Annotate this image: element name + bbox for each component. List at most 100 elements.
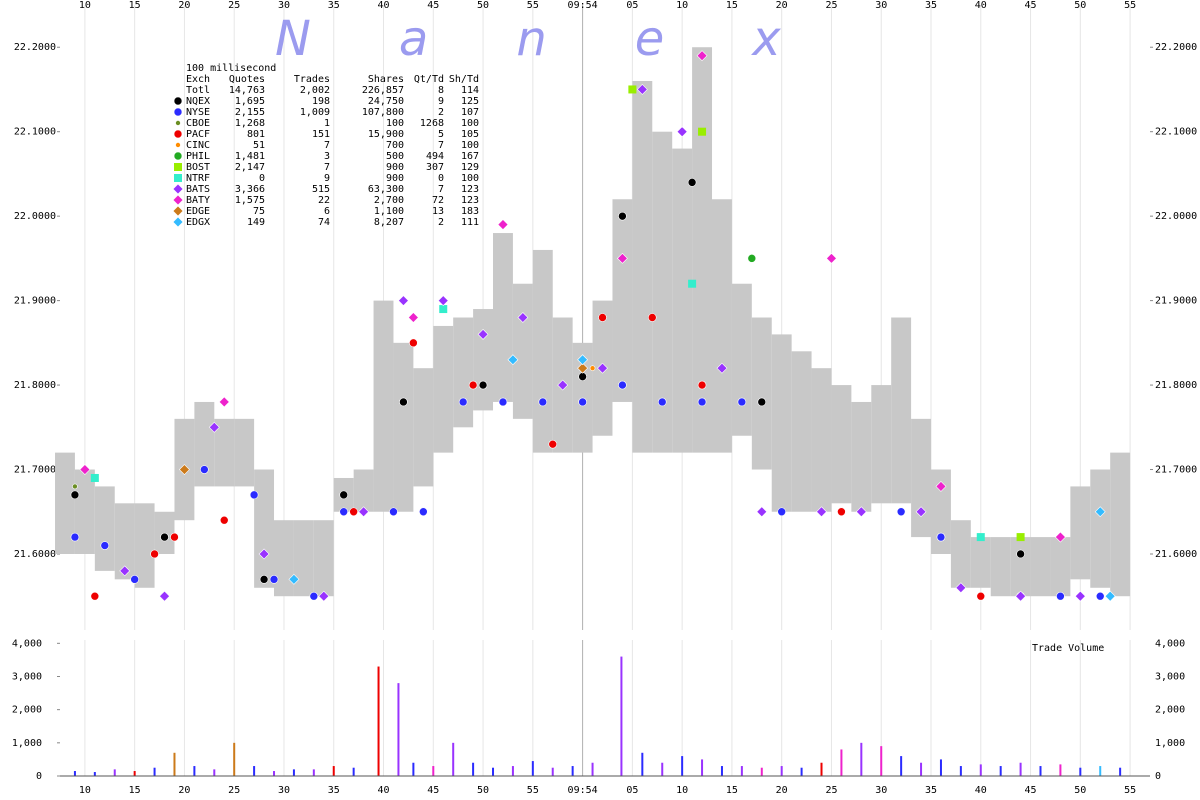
spread-bar <box>891 317 912 504</box>
legend-cell: 2 <box>438 217 444 228</box>
spread-bar <box>632 81 653 453</box>
volume-bar <box>840 749 843 776</box>
x-tick-label: 45 <box>427 785 439 796</box>
x-tick-label: 05 <box>626 0 638 11</box>
spread-bar <box>493 233 513 402</box>
legend-cell: 8,207 <box>374 217 404 228</box>
trade-marker <box>538 397 548 407</box>
x-tick-label: 55 <box>1124 0 1136 11</box>
legend-swatch <box>172 194 184 206</box>
legend-cell: 107 <box>461 107 479 118</box>
legend-header: Sh/Td <box>449 74 479 85</box>
volume-bar <box>173 752 176 776</box>
volume-bar <box>959 766 962 776</box>
x-tick-label: 15 <box>726 785 738 796</box>
volume-bar <box>93 772 96 776</box>
x-tick-label: 20 <box>178 785 190 796</box>
trade-marker <box>698 127 707 136</box>
trade-marker <box>578 372 587 381</box>
spread-bar <box>234 418 255 487</box>
spread-bar <box>911 418 932 538</box>
trade-marker <box>119 565 131 577</box>
volume-bar <box>133 771 136 776</box>
trade-marker <box>816 506 827 518</box>
y2-tick-label: 2,000 <box>12 705 42 716</box>
spread-bar <box>1030 537 1051 597</box>
volume-bar <box>880 746 883 776</box>
spread-bar <box>1010 537 1031 597</box>
trade-marker <box>647 313 657 322</box>
legend-cell: 7 <box>324 140 330 151</box>
x-tick-label: 35 <box>925 0 937 11</box>
trade-marker <box>358 506 370 518</box>
legend-cell: 5 <box>438 129 444 140</box>
legend-cell: 2,002 <box>300 85 330 96</box>
spread-bar <box>990 537 1011 597</box>
spread-bar <box>811 368 832 512</box>
x-tick-label: 45 <box>1025 0 1037 11</box>
legend-title: 100 millisecond <box>186 63 276 74</box>
legend-cell: 307 <box>426 162 444 173</box>
volume-label: Trade Volume <box>1032 643 1104 654</box>
volume-bar <box>780 766 783 776</box>
legend-cell: 900 <box>386 162 404 173</box>
legend-cell: 1,695 <box>235 96 265 107</box>
legend-cell: BATS <box>186 184 210 195</box>
y-tick-label: 21.6000 <box>1155 549 1197 560</box>
legend-cell: NTRF <box>186 173 210 184</box>
legend-cell: 15,900 <box>368 129 404 140</box>
volume-bar <box>213 769 216 776</box>
trade-marker <box>976 591 986 601</box>
y-tick-label: 22.1000 <box>14 127 56 138</box>
legend-cell: PACF <box>186 129 210 140</box>
legend-cell: EDGE <box>186 206 210 217</box>
volume-bar <box>511 766 514 776</box>
legend-swatch <box>173 129 183 139</box>
legend-header: Quotes <box>229 74 265 85</box>
legend-cell: 75 <box>253 206 265 217</box>
volume-bar <box>740 766 743 776</box>
spread-bar <box>473 309 494 411</box>
legend-cell: 111 <box>461 217 479 228</box>
x-tick-label: 50 <box>477 0 489 11</box>
trade-marker <box>269 575 279 584</box>
trade-marker <box>100 541 110 550</box>
volume-bar <box>620 656 623 776</box>
legend-cell: 22 <box>318 195 330 206</box>
legend-cell: 2,155 <box>235 107 265 118</box>
legend-cell: 100 <box>386 118 404 129</box>
x-tick-label: 55 <box>527 785 539 796</box>
legend-cell: 24,750 <box>368 96 404 107</box>
legend-swatch <box>175 120 181 126</box>
spread-bar <box>1070 486 1091 580</box>
spread-bar <box>771 334 792 512</box>
legend-cell: Totl <box>186 85 210 96</box>
trade-marker <box>915 506 927 518</box>
legend-header: Exch <box>186 74 210 85</box>
legend-cell: 7 <box>324 162 330 173</box>
spread-bar <box>433 325 454 453</box>
legend-cell: 125 <box>461 96 479 107</box>
volume-bar <box>900 756 903 776</box>
legend-cell: 1,100 <box>374 206 404 217</box>
y2-tick-label: 3,000 <box>1155 671 1185 682</box>
x-tick-label: 09:54 <box>568 0 598 11</box>
x-tick-label: 45 <box>427 0 439 11</box>
trade-marker <box>896 507 906 517</box>
trade-marker <box>72 483 78 490</box>
trade-marker <box>218 396 230 408</box>
legend-cell: 7 <box>438 184 444 195</box>
legend-cell: 151 <box>312 129 330 140</box>
watermark: Nanex <box>275 11 869 67</box>
legend-cell: 123 <box>461 195 479 206</box>
trade-marker <box>150 549 159 559</box>
trade-marker <box>855 506 867 518</box>
legend-cell: NQEX <box>186 96 210 107</box>
spread-bar <box>114 503 135 580</box>
trade-marker <box>407 312 419 323</box>
volume-bar <box>571 766 574 776</box>
trade-marker <box>1094 506 1106 518</box>
volume-bar <box>860 742 863 776</box>
x-tick-label: 20 <box>776 0 788 11</box>
volume-bar <box>1039 766 1042 776</box>
